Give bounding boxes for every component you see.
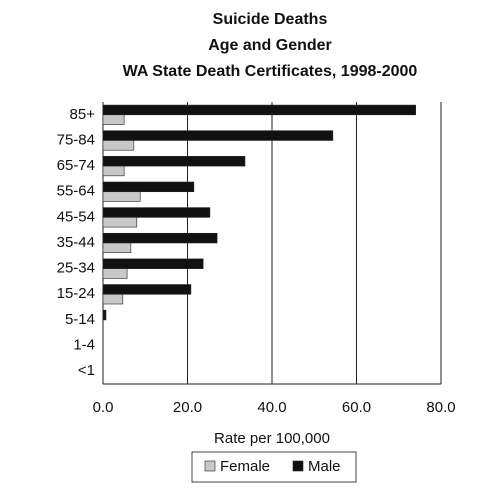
bar <box>102 181 195 193</box>
bar <box>102 293 124 305</box>
legend-label: Female <box>220 458 270 475</box>
x-axis-label: Rate per 100,000 <box>214 430 330 447</box>
x-tick-label: 0.0 <box>93 399 114 416</box>
y-tick-label: 65-74 <box>57 157 95 174</box>
bar <box>102 114 125 125</box>
bar <box>102 104 416 116</box>
y-tick-label: <1 <box>78 362 95 379</box>
bar <box>102 156 246 167</box>
y-tick-label: 75-84 <box>57 131 95 148</box>
chart-title: Suicide Deaths <box>213 11 328 28</box>
legend-box <box>191 451 357 483</box>
y-tick-label: 1-4 <box>73 337 95 354</box>
legend-label: Male <box>308 458 341 475</box>
x-tick-label: 40.0 <box>257 399 286 416</box>
y-tick-label: 25-34 <box>57 260 95 277</box>
y-tick-label: 55-64 <box>57 183 95 200</box>
bar <box>102 284 192 295</box>
bar <box>102 268 128 279</box>
bar <box>102 191 141 202</box>
x-tick-label: 60.0 <box>342 399 371 416</box>
bar <box>102 165 125 177</box>
bar <box>102 130 334 141</box>
bar <box>102 242 132 254</box>
bar <box>102 309 107 321</box>
y-tick-label: 15-24 <box>57 285 95 302</box>
bar <box>102 258 204 269</box>
y-tick-label: 45-54 <box>57 208 95 225</box>
y-tick-label: 35-44 <box>57 234 95 251</box>
y-tick-label: 85+ <box>70 106 96 123</box>
bar <box>102 217 138 228</box>
x-tick-label: 80.0 <box>426 399 455 416</box>
bar <box>102 232 218 244</box>
y-tick-label: 5-14 <box>65 311 95 328</box>
legend-swatch <box>204 460 216 472</box>
x-tick-label: 20.0 <box>173 399 202 416</box>
chart-title: Age and Gender <box>208 37 332 54</box>
bar <box>102 207 211 218</box>
bar <box>102 140 135 151</box>
legend-swatch <box>292 460 304 472</box>
chart-title: WA State Death Certificates, 1998-2000 <box>123 63 418 80</box>
